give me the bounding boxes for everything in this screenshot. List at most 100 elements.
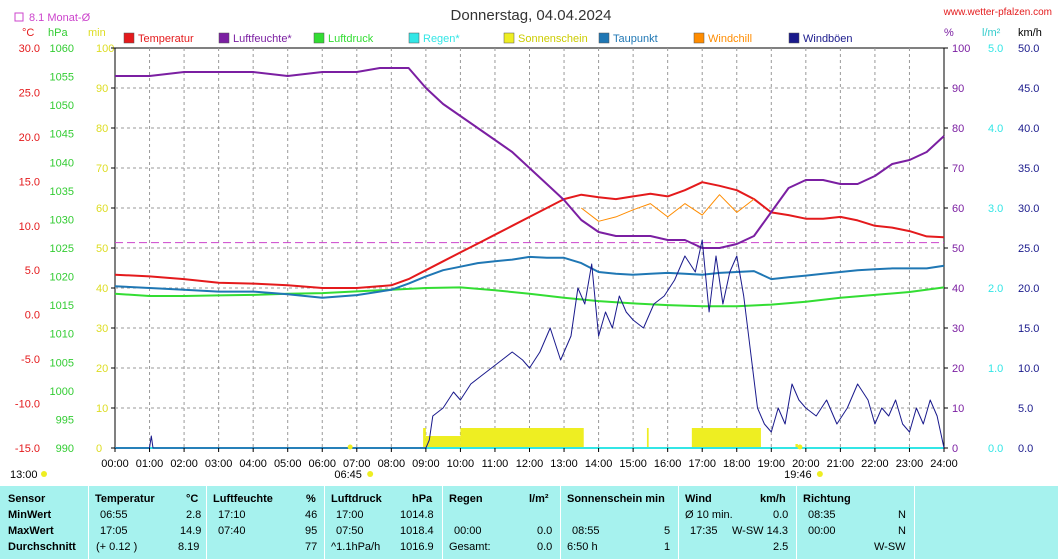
sun-tick-label: 0 [96, 443, 102, 455]
avg-hum-val: 77 [305, 541, 318, 553]
wind-tick-label: 50.0 [1018, 43, 1039, 55]
sunshine-bar [425, 436, 461, 448]
unit-percent: % [944, 27, 954, 39]
humidity-tick-label: 40 [952, 283, 964, 295]
wind-tick-label: 25.0 [1018, 243, 1039, 255]
legend-swatch [693, 32, 705, 44]
legend-label: Temperatur [138, 33, 194, 45]
sun-tick-label: 20 [96, 363, 108, 375]
avg-rain-val: 0.0 [537, 541, 553, 553]
max-press-time: 07:50 [336, 525, 364, 537]
max-press-val: 1018.4 [400, 525, 434, 537]
x-tick-label: 10:00 [447, 458, 475, 470]
hdr-dir: Richtung [803, 493, 851, 505]
avg-press-val: 1016.9 [400, 541, 434, 553]
max-dir-val: N [898, 525, 906, 537]
sunset-icon [816, 471, 823, 477]
x-tick-label: 01:00 [136, 458, 164, 470]
rain-tick-label: 3.0 [988, 203, 1003, 215]
unit-hpa: hPa [48, 27, 68, 39]
origin-time-label: 13:00 [10, 469, 38, 481]
legend-swatch [503, 32, 515, 44]
avg-sun-time: 6:50 h [567, 541, 598, 553]
hdr-rain: Regen [449, 493, 483, 505]
series-taupunkt [114, 255, 945, 299]
sunshine-bar [795, 444, 798, 448]
series-windchill [580, 194, 755, 222]
pressure-tick-label: 1055 [50, 72, 74, 84]
hdr-rain-unit: l/m² [529, 493, 549, 505]
legend-swatch [598, 32, 610, 44]
pressure-tick-label: 995 [56, 414, 74, 426]
row-max-label: MaxWert [8, 525, 54, 537]
x-tick-label: 05:00 [274, 458, 302, 470]
min-hum-val: 46 [305, 509, 318, 521]
max-hum-time: 07:40 [218, 525, 246, 537]
temp-tick-label: 15.0 [19, 176, 40, 188]
wind-tick-label: 35.0 [1018, 163, 1039, 175]
min-press-val: 1014.8 [400, 509, 434, 521]
humidity-tick-label: 30 [952, 323, 964, 335]
max-rain-time: 00:00 [454, 525, 482, 537]
hdr-sun: Sonnenschein min [567, 493, 665, 505]
origin-sun-icon [41, 471, 47, 477]
sun-tick-label: 40 [96, 283, 108, 295]
min-temp-val: 2.8 [186, 509, 202, 521]
wind-tick-label: 20.0 [1018, 283, 1039, 295]
temp-tick-label: -5.0 [21, 354, 40, 366]
hdr-temp: Temperatur [95, 493, 155, 505]
sun-tick-label: 60 [96, 203, 108, 215]
min-dir-val: N [898, 509, 906, 521]
x-tick-label: 22:00 [861, 458, 889, 470]
avg-rain-time: Gesamt: [449, 541, 491, 553]
temp-tick-label: 5.0 [25, 265, 40, 277]
sunset-label: 19:46 [784, 469, 812, 481]
x-tick-label: 16:00 [654, 458, 682, 470]
pressure-tick-label: 1005 [50, 357, 74, 369]
hdr-wind: Wind [685, 493, 712, 505]
x-tick-label: 19:00 [758, 458, 786, 470]
sunset-marker [797, 444, 803, 450]
series-luftdruck [114, 286, 945, 308]
humidity-tick-label: 0 [952, 443, 958, 455]
humidity-tick-label: 20 [952, 363, 964, 375]
monthly-avg-legend-box [14, 12, 24, 22]
x-tick-label: 17:00 [688, 458, 716, 470]
unit-kmh: km/h [1018, 27, 1042, 39]
series-windböen [115, 239, 945, 449]
hdr-sensor: Sensor [8, 493, 46, 505]
temp-tick-label: 30.0 [19, 43, 40, 55]
legend-swatch [313, 32, 325, 44]
sunshine-bar [646, 428, 649, 448]
monthly-avg-label: 8.1 Monat-Ø [29, 12, 91, 24]
pressure-tick-label: 1045 [50, 129, 74, 141]
x-tick-label: 15:00 [619, 458, 647, 470]
pressure-tick-label: 1020 [50, 272, 74, 284]
sunrise-label: 06:45 [334, 469, 362, 481]
avg-press-time: ^1.1hPa/h [331, 541, 381, 553]
humidity-tick-label: 10 [952, 403, 964, 415]
sun-tick-label: 100 [96, 43, 114, 55]
stats-table: Sensor Temperatur °C Luftfeuchte % Luftd… [0, 486, 1058, 559]
max-wind-val: W-SW 14.3 [732, 525, 789, 537]
temp-tick-label: 20.0 [19, 132, 40, 144]
x-tick-label: 14:00 [585, 458, 613, 470]
legend-label: Taupunkt [613, 33, 658, 45]
wind-tick-label: 5.0 [1018, 403, 1033, 415]
hdr-hum-unit: % [306, 493, 316, 505]
max-temp-time: 17:05 [100, 525, 128, 537]
series-luftfeuchte [115, 67, 945, 249]
min-dir-time: 08:35 [808, 509, 836, 521]
sunshine-bar [460, 428, 584, 448]
pressure-tick-label: 1035 [50, 186, 74, 198]
legend-swatch [123, 32, 135, 44]
legend-label: Sonnenschein [518, 33, 588, 45]
max-rain-val: 0.0 [537, 525, 553, 537]
min-press-time: 17:00 [336, 509, 364, 521]
x-tick-label: 11:00 [482, 458, 509, 470]
x-tick-label: 00:00 [101, 458, 129, 470]
max-sun-val: 5 [664, 525, 671, 537]
sunshine-bar [423, 428, 426, 448]
avg-dir-val: W-SW [874, 541, 906, 553]
pressure-tick-label: 1040 [50, 157, 74, 169]
